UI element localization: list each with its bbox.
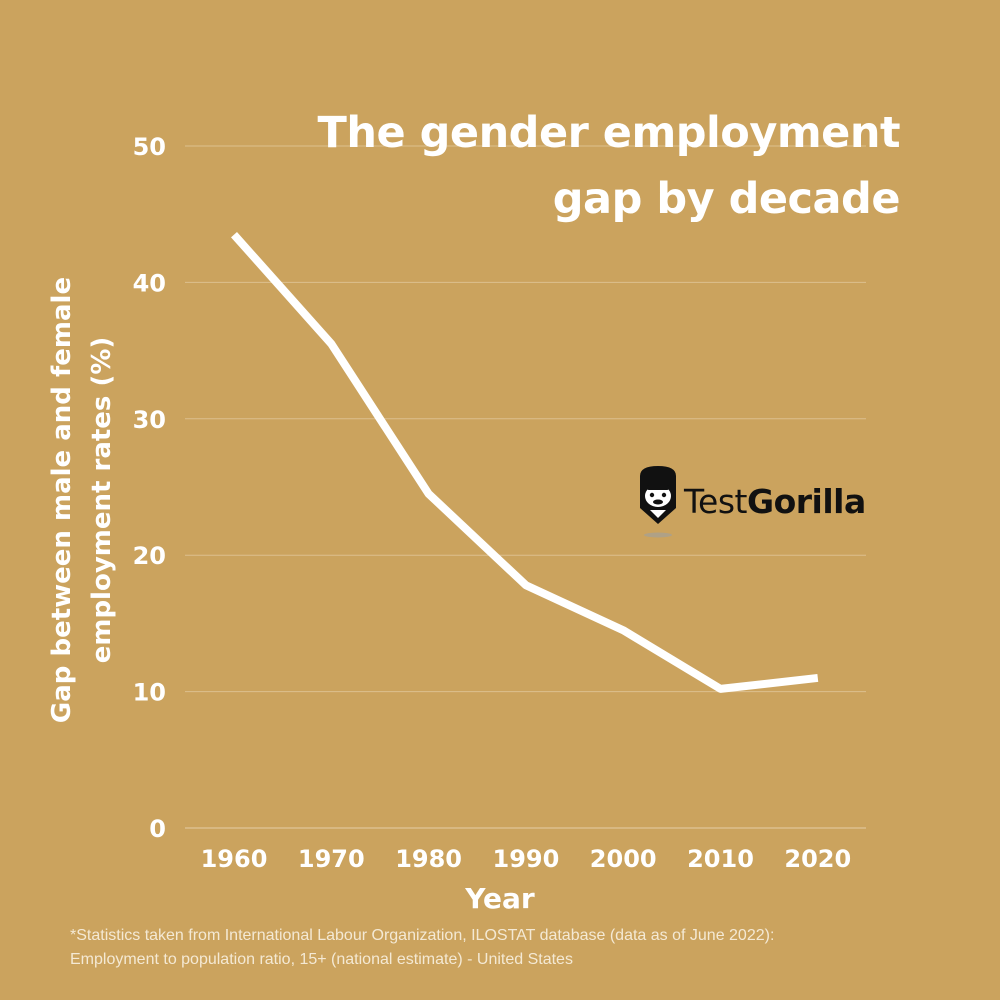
y-axis-label: Gap between male and female employment r… [47, 277, 117, 723]
brand-logo: TestGorilla [636, 462, 896, 542]
x-tick-label: 1980 [395, 845, 462, 873]
gridlines [185, 145, 866, 829]
footnote-line-1: *Statistics taken from International Lab… [70, 927, 775, 944]
series-line [231, 231, 819, 693]
chart-title: The gender employment gap by decade [260, 100, 901, 232]
y-tick-labels: 0 10 20 30 40 50 [133, 133, 166, 843]
x-tick-label: 1970 [298, 845, 365, 873]
y-tick-label: 0 [149, 815, 166, 843]
y-tick-label: 20 [133, 542, 166, 570]
brand-name: TestGorilla [684, 482, 866, 521]
x-tick-label: 1960 [201, 845, 268, 873]
chart-title-line-1: The gender employment [317, 108, 901, 158]
y-axis-label-line-1: Gap between male and female [47, 277, 77, 723]
y-axis-label-line-2: employment rates (%) [87, 337, 117, 664]
x-tick-label: 1990 [493, 845, 560, 873]
y-tick-label: 10 [133, 679, 166, 707]
gorilla-logo-icon [640, 466, 676, 538]
x-tick-label: 2010 [687, 845, 754, 873]
x-tick-label: 2000 [590, 845, 657, 873]
footnote-line-2: Employment to population ratio, 15+ (nat… [70, 951, 573, 968]
y-tick-label: 40 [133, 269, 166, 297]
x-tick-labels: 1960 1970 1980 1990 2000 2010 2020 [201, 845, 852, 873]
y-tick-label: 30 [133, 406, 166, 434]
x-tick-label: 2020 [784, 845, 851, 873]
x-axis-label: Year [464, 882, 535, 915]
chart-title-line-2: gap by decade [552, 174, 901, 224]
source-footnote: *Statistics taken from International Lab… [70, 924, 950, 972]
y-tick-label: 50 [133, 133, 166, 161]
